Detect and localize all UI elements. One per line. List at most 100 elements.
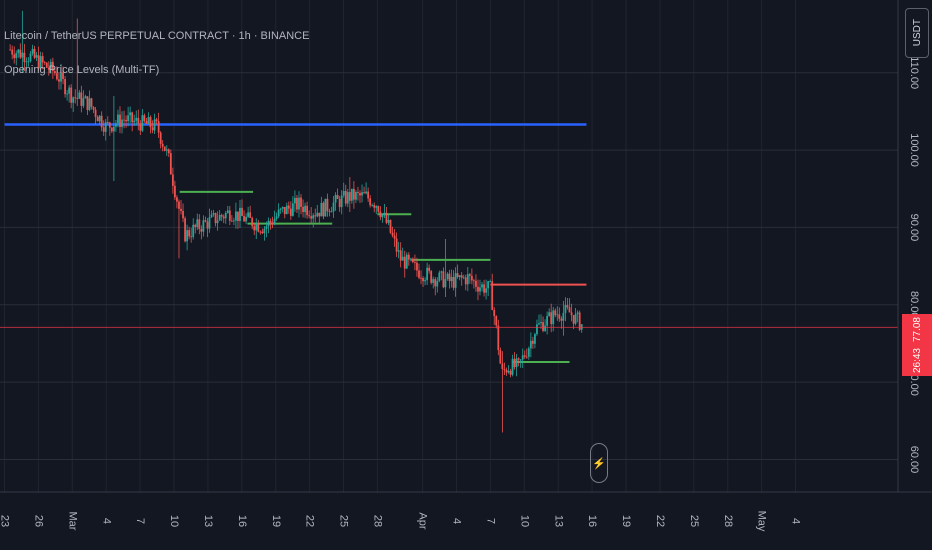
candle-body xyxy=(194,224,197,227)
candle-body xyxy=(511,358,514,375)
x-tick-label: May xyxy=(756,511,768,532)
candle-body xyxy=(411,258,414,263)
candle-body xyxy=(66,93,69,95)
candle-body xyxy=(64,79,66,95)
candle-body xyxy=(442,271,445,288)
candle-body xyxy=(51,61,54,72)
candle-body xyxy=(538,323,540,325)
candle-body xyxy=(336,195,339,199)
candle-body xyxy=(395,238,398,252)
x-tick-label: 19 xyxy=(270,515,282,527)
candle-body xyxy=(94,109,97,117)
candle-body xyxy=(190,236,193,238)
candle-body xyxy=(289,208,292,216)
candle-body xyxy=(259,231,262,233)
candle-body xyxy=(403,256,406,269)
candle-body xyxy=(139,123,142,131)
candle-body xyxy=(422,278,424,282)
candle-body xyxy=(542,322,544,331)
candle-body xyxy=(314,215,317,217)
x-tick-label: 25 xyxy=(338,515,350,527)
candle-body xyxy=(306,205,309,216)
x-tick-label: 7 xyxy=(134,518,146,524)
x-tick-label: 4 xyxy=(451,518,463,524)
candle-body xyxy=(300,197,302,207)
candle-body xyxy=(70,87,73,103)
candle-body xyxy=(174,185,176,198)
candle-body xyxy=(507,370,510,373)
candle-body xyxy=(214,213,217,224)
candle-body xyxy=(76,98,79,99)
candle-body xyxy=(186,230,189,242)
candle-body xyxy=(291,203,294,216)
candle-body xyxy=(363,192,365,194)
candle-body xyxy=(454,273,457,288)
candle-body xyxy=(560,318,563,321)
candle-body xyxy=(540,322,542,324)
candle-body xyxy=(304,205,306,213)
candle-body xyxy=(426,267,429,281)
candle-body xyxy=(393,235,396,239)
candle-body xyxy=(226,210,229,213)
candle-body xyxy=(495,316,498,326)
candle-body xyxy=(548,312,551,317)
candle-body xyxy=(414,262,416,263)
candle-body xyxy=(230,220,233,222)
candle-body xyxy=(261,231,264,234)
candle-body xyxy=(371,205,374,206)
candle-body xyxy=(237,211,239,222)
candle-body xyxy=(552,310,555,325)
candle-body xyxy=(112,126,115,132)
candle-body xyxy=(287,205,290,209)
candle-body xyxy=(178,201,180,209)
lightning-icon[interactable]: ⚡ xyxy=(590,443,608,483)
candle-body xyxy=(499,350,502,364)
candle-body xyxy=(381,214,384,218)
x-tick-label: 22 xyxy=(654,515,666,527)
x-tick-label: 4 xyxy=(100,518,112,524)
y-tick-label: 60.00 xyxy=(908,446,920,474)
x-tick-label: 19 xyxy=(620,515,632,527)
candle-body xyxy=(324,198,327,217)
candle-body xyxy=(458,275,461,278)
candle-body xyxy=(108,122,111,128)
candle-body xyxy=(41,56,44,63)
candle-body xyxy=(13,54,16,59)
candle-body xyxy=(332,202,335,212)
candle-body xyxy=(556,314,559,316)
candle-body xyxy=(210,214,213,218)
candle-body xyxy=(369,198,372,206)
x-tick-label: 23 xyxy=(0,515,11,527)
candle-body xyxy=(271,222,274,225)
candle-body xyxy=(196,219,199,227)
candle-body xyxy=(448,273,451,282)
candle-body xyxy=(165,149,168,151)
candle-body xyxy=(479,287,481,292)
candle-body xyxy=(477,286,479,292)
candle-body xyxy=(106,122,109,123)
candle-body xyxy=(505,369,508,373)
candle-body xyxy=(572,315,575,324)
candle-body xyxy=(348,192,351,201)
x-tick-label: 25 xyxy=(688,515,700,527)
candle-body xyxy=(157,121,160,133)
candle-body xyxy=(283,206,286,215)
candle-body xyxy=(574,313,577,324)
candle-body xyxy=(450,276,453,282)
indicator-title[interactable]: Opening Price Levels (Multi-TF) xyxy=(4,64,160,76)
candle-body xyxy=(273,218,276,225)
candle-body xyxy=(424,280,426,282)
candle-body xyxy=(39,56,42,69)
candle-body xyxy=(281,206,284,209)
candle-body xyxy=(564,305,567,313)
candle-body xyxy=(578,312,581,330)
candle-body xyxy=(220,214,223,217)
currency-button[interactable]: USDT xyxy=(905,8,929,58)
candle-body xyxy=(133,120,136,123)
symbol-title[interactable]: Litecoin / TetherUS PERPETUAL CONTRACT ·… xyxy=(4,30,310,42)
candle-body xyxy=(251,217,254,227)
candle-body xyxy=(31,48,34,54)
candle-body xyxy=(78,92,81,99)
candle-body xyxy=(338,198,341,208)
